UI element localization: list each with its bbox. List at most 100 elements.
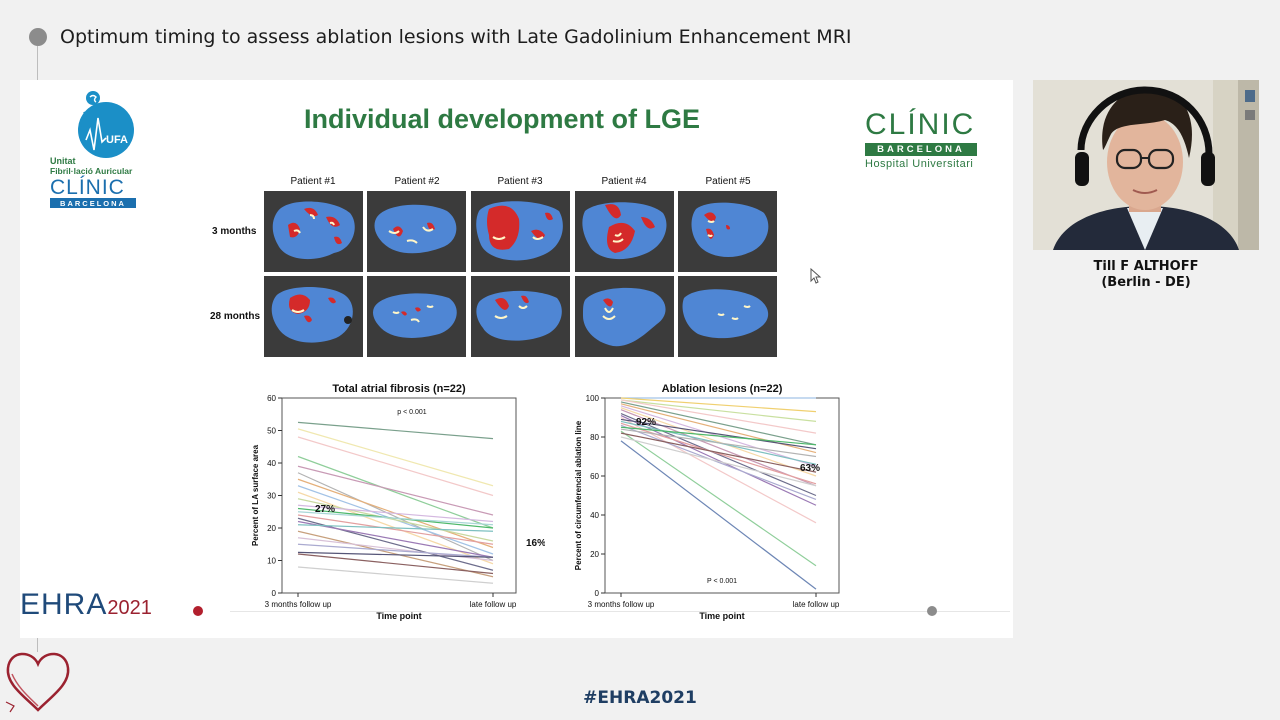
series-line	[297, 421, 494, 440]
chart-total-atrial-fibrosis: Total atrial fibrosis (n=22) 0 10 20 30 40 50 6…	[251, 383, 545, 621]
slide-progress-start-dot	[193, 606, 203, 616]
presentation-slide: UFA Unitat Fibril·lació Auricular CLÍNIC…	[20, 80, 1013, 638]
series-line	[620, 424, 817, 500]
series-line	[620, 428, 817, 458]
speaker-caption: Till F ALTHOFF (Berlin - DE)	[1033, 259, 1259, 291]
patient-label: Patient #2	[394, 176, 440, 187]
series-line	[297, 530, 494, 578]
timeline-line	[37, 46, 38, 80]
series-line	[297, 520, 494, 558]
y-tick-label: 30	[267, 492, 276, 501]
y-axis-label: Percent of circumferencial ablation line	[574, 420, 583, 570]
series-line	[620, 430, 817, 567]
clinic-logo: CLÍNIC BARCELONA Hospital Universitari	[865, 110, 977, 170]
chart-title: Total atrial fibrosis (n=22)	[332, 383, 466, 395]
series-line	[620, 413, 817, 497]
series-line	[297, 551, 494, 558]
series-line	[297, 566, 494, 584]
clinic-text: CLÍNIC	[50, 176, 125, 199]
mri-image	[575, 276, 674, 357]
series-line	[620, 432, 817, 473]
x-tick-label: 3 months follow up	[588, 600, 655, 609]
left-mean-label: 27%	[315, 504, 335, 515]
series-line	[620, 399, 817, 422]
series-line	[297, 511, 494, 526]
heart-logo-icon	[5, 652, 70, 713]
chart-title: Ablation lesions (n=22)	[662, 383, 783, 395]
x-tick-label: 3 months follow up	[265, 600, 332, 609]
series-line	[620, 409, 817, 487]
x-tick-label: late follow up	[793, 600, 840, 609]
ufa-text: UFA	[106, 134, 128, 146]
slide-progress-handle[interactable]	[927, 606, 937, 616]
series-line	[297, 428, 494, 487]
mouse-cursor-icon	[810, 268, 822, 284]
series-line	[620, 426, 817, 446]
y-tick-label: 40	[590, 511, 599, 520]
left-mean-label: 92%	[636, 417, 656, 428]
row-label-3-months: 3 months	[212, 226, 257, 237]
right-mean-label: 63%	[800, 463, 820, 474]
series-line	[297, 455, 494, 529]
series-line	[620, 418, 817, 450]
ehra-logo: EHRA2021	[20, 588, 152, 622]
series-line	[620, 397, 817, 413]
mri-image	[264, 191, 363, 272]
mri-image	[471, 191, 570, 272]
speaker-name: Till F ALTHOFF	[1093, 259, 1199, 274]
barcelona-text: BARCELONA	[60, 199, 126, 208]
series-line	[297, 465, 494, 516]
series-line	[620, 436, 817, 487]
series-line	[297, 472, 494, 562]
y-tick-label: 100	[586, 394, 600, 403]
series-line	[620, 407, 817, 477]
series-line	[620, 422, 817, 485]
patient-label: Patient #1	[290, 176, 336, 187]
slide-progress-line	[230, 611, 1010, 612]
row-label-28-months: 28 months	[210, 311, 261, 322]
session-title: Optimum timing to assess ablation lesion…	[60, 26, 852, 48]
y-tick-label: 50	[267, 427, 276, 436]
mri-image	[678, 191, 777, 272]
p-value-label: p < 0.001	[397, 409, 426, 416]
series-line	[620, 401, 817, 446]
series-line	[297, 514, 494, 545]
series-line	[297, 553, 494, 575]
fibrillacio-text: Fibril·lació Auricular	[50, 166, 133, 176]
y-tick-label: 0	[595, 589, 600, 598]
series-line	[297, 436, 494, 497]
event-hashtag: #EHRA2021	[583, 688, 697, 708]
title-bullet-icon	[29, 28, 47, 46]
ehra-logo-year: 2021	[107, 597, 152, 619]
series-line	[297, 543, 494, 558]
series-line	[297, 498, 494, 542]
slide-title: Individual development of LGE	[304, 104, 701, 134]
mri-image	[678, 276, 777, 357]
ehra-logo-text: EHRA	[20, 588, 108, 621]
y-tick-label: 20	[267, 524, 276, 533]
clinic-logo-hospital: Hospital Universitari	[865, 158, 974, 170]
x-axis-label: Time point	[376, 611, 421, 621]
y-axis-label: Percent of LA surface area	[251, 444, 260, 546]
y-tick-label: 20	[590, 550, 599, 559]
p-value-label: P < 0.001	[707, 578, 737, 585]
series-line	[297, 524, 494, 532]
series-line	[620, 416, 817, 524]
y-tick-label: 60	[267, 394, 276, 403]
y-tick-label: 10	[267, 557, 276, 566]
x-tick-label: late follow up	[470, 600, 517, 609]
ufa-logo: UFA Unitat Fibril·lació Auricular CLÍNIC…	[50, 91, 136, 208]
clinic-logo-name: CLÍNIC	[865, 108, 976, 141]
y-tick-label: 80	[590, 433, 599, 442]
y-tick-label: 40	[267, 459, 276, 468]
patient-label: Patient #3	[497, 176, 543, 187]
series-line	[620, 415, 817, 506]
speaker-location: (Berlin - DE)	[1101, 275, 1191, 290]
mri-image	[575, 191, 674, 272]
timeline-line-bottom	[37, 638, 38, 652]
patient-label: Patient #5	[705, 176, 751, 187]
right-mean-label: 16%	[526, 538, 545, 549]
patient-label: Patient #4	[601, 176, 647, 187]
x-axis-label: Time point	[699, 611, 744, 621]
mri-image	[264, 276, 363, 357]
